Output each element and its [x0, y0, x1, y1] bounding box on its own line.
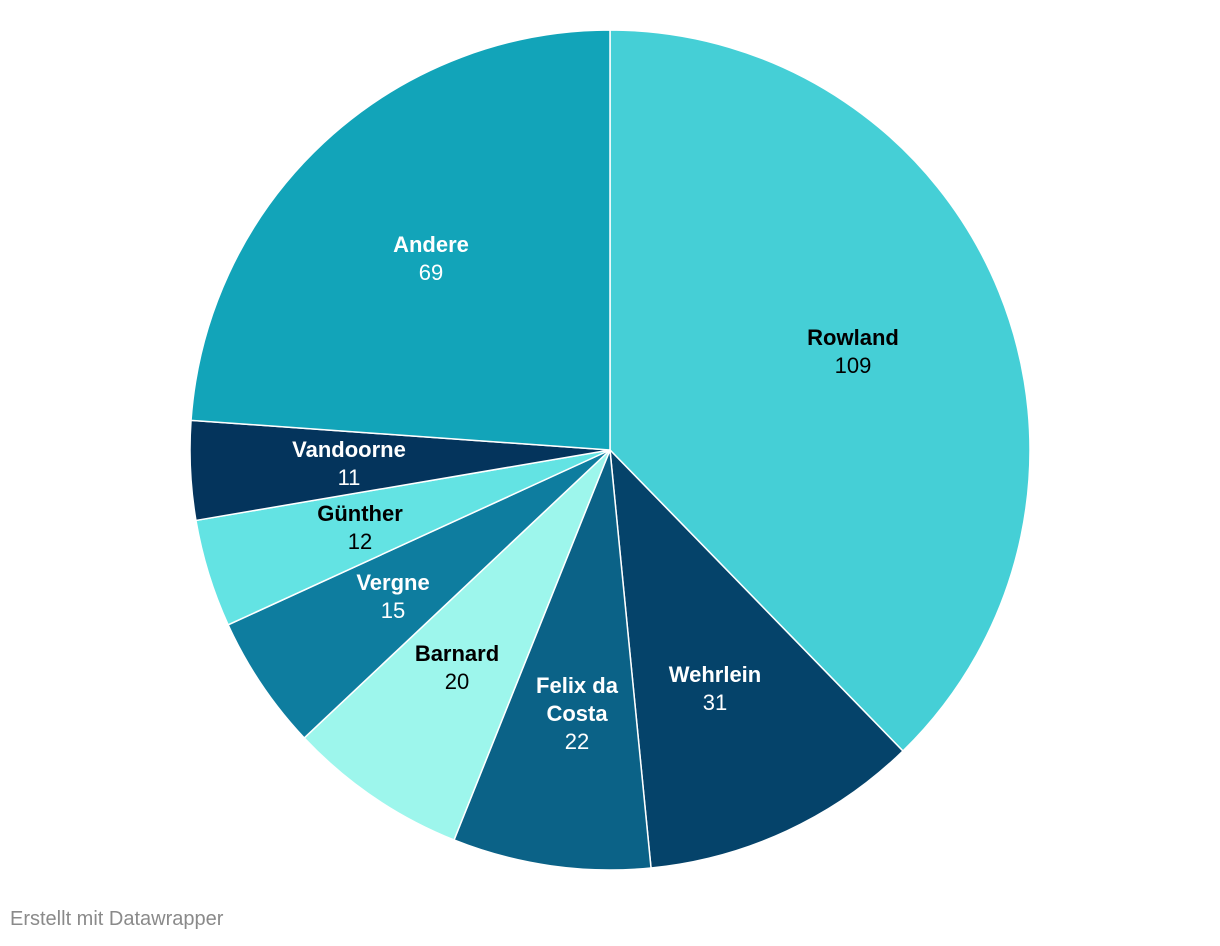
pie-slice — [609, 447, 904, 869]
slice-value: 31 — [703, 690, 727, 715]
slice-label: Costa — [546, 701, 608, 726]
slice-value: 22 — [565, 729, 589, 754]
pie-slice — [190, 29, 611, 451]
pie-labels: Rowland 109 Wehrlein 31 Felix da Costa 22 Barna… — [292, 232, 899, 754]
pie-slices — [189, 29, 1031, 871]
slice-label: Vergne — [356, 570, 429, 595]
credit-text: Erstellt mit Datawrapper — [10, 908, 224, 930]
slice-value: 109 — [835, 353, 872, 378]
pie-slice — [453, 449, 652, 871]
pie-slice — [609, 29, 1031, 753]
slice-label: Barnard — [415, 641, 499, 666]
slice-value: 15 — [381, 598, 405, 623]
pie-slice — [303, 449, 611, 841]
slice-label: Felix da — [536, 673, 619, 698]
pie-chart: Rowland 109 Wehrlein 31 Felix da Costa 22 Barna… — [189, 29, 1031, 871]
pie-slice — [227, 449, 611, 740]
slice-value: 11 — [338, 465, 361, 490]
slice-value: 69 — [419, 260, 443, 285]
slice-label: Wehrlein — [669, 662, 762, 687]
slice-label: Vandoorne — [292, 437, 406, 462]
slice-label: Andere — [393, 232, 469, 257]
slice-value: 12 — [348, 529, 372, 554]
slice-label: Rowland — [807, 325, 899, 350]
slice-value: 20 — [445, 669, 469, 694]
slice-label: Günther — [317, 501, 403, 526]
